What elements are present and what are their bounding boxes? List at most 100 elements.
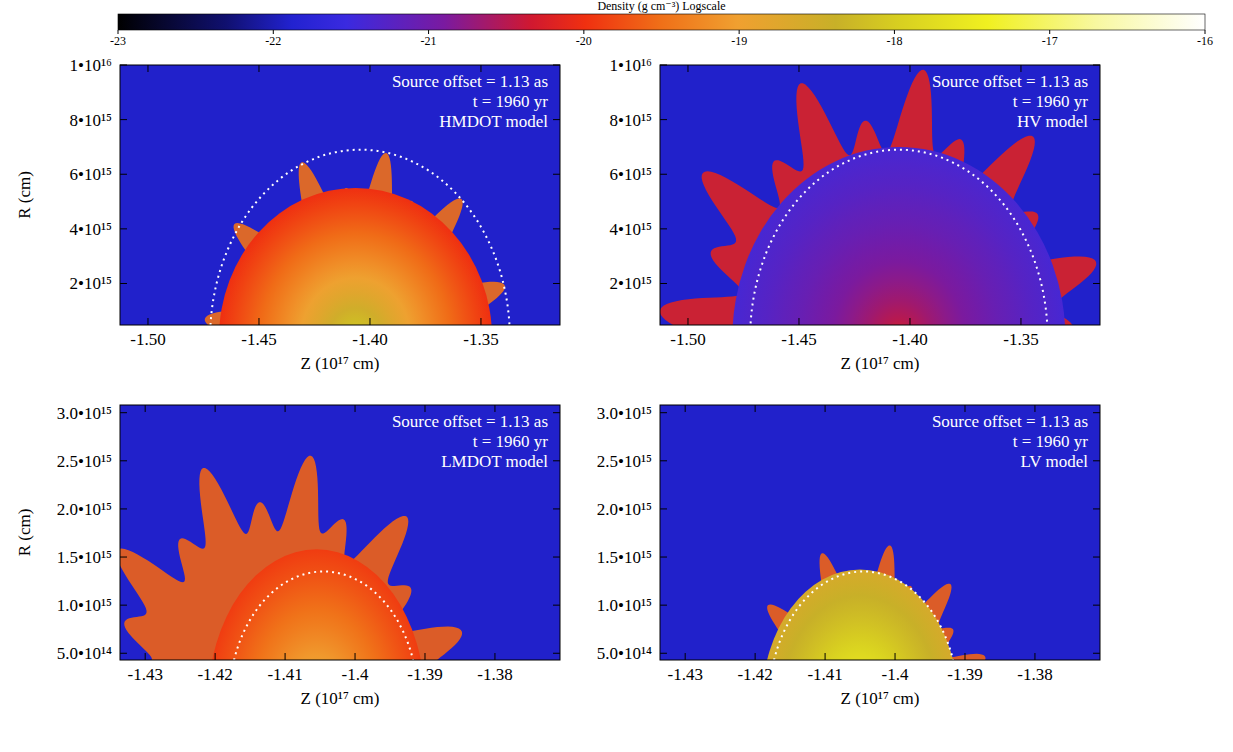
y-tick-label: 6•10¹⁵ bbox=[610, 165, 653, 184]
x-tick bbox=[964, 653, 965, 660]
x-tick bbox=[685, 653, 686, 660]
x-tick-label: -1.40 bbox=[892, 330, 927, 349]
x-tick-label: -1.39 bbox=[407, 665, 442, 684]
y-tick-label: 1•10¹⁶ bbox=[610, 56, 653, 75]
y-tick bbox=[660, 228, 667, 229]
y-tick bbox=[120, 605, 127, 606]
y-tick bbox=[660, 65, 667, 66]
x-tick bbox=[285, 653, 286, 660]
x-tick bbox=[424, 653, 425, 660]
x-axis-title: Z (10¹⁷ cm) bbox=[841, 689, 920, 708]
y-tick bbox=[660, 653, 667, 654]
colorbar-tick-label: -19 bbox=[731, 34, 747, 48]
annotation: t = 1960 yr bbox=[473, 432, 549, 451]
x-tick bbox=[147, 318, 148, 325]
x-tick-label: -1.45 bbox=[241, 330, 276, 349]
y-tick bbox=[1093, 228, 1100, 229]
x-tick-label: -1.41 bbox=[267, 665, 302, 684]
y-tick-label: 3.0•10¹⁵ bbox=[57, 404, 112, 423]
y-tick bbox=[1093, 174, 1100, 175]
y-tick-label: 2.5•10¹⁵ bbox=[597, 452, 652, 471]
x-tick bbox=[215, 653, 216, 660]
y-tick bbox=[660, 174, 667, 175]
x-tick-label: -1.50 bbox=[130, 330, 165, 349]
y-axis-title: R (cm) bbox=[15, 509, 34, 557]
annotation: Source offset = 1.13 as bbox=[932, 72, 1088, 91]
y-tick bbox=[120, 460, 127, 461]
y-tick bbox=[553, 65, 560, 66]
y-tick bbox=[1093, 557, 1100, 558]
annotation: LMDOT model bbox=[441, 452, 548, 471]
x-tick bbox=[909, 65, 910, 72]
x-axis-title: Z (10¹⁷ cm) bbox=[301, 354, 380, 373]
x-tick-label: -1.43 bbox=[667, 665, 702, 684]
density-map bbox=[660, 65, 1100, 325]
y-tick-label: 1.5•10¹⁵ bbox=[57, 548, 112, 567]
core bbox=[208, 549, 425, 660]
y-tick-label: 2.0•10¹⁵ bbox=[597, 500, 652, 519]
x-tick-label: -1.42 bbox=[197, 665, 232, 684]
x-axis-title: Z (10¹⁷ cm) bbox=[841, 354, 920, 373]
x-tick-label: -1.35 bbox=[1003, 330, 1038, 349]
y-tick-label: 6•10¹⁵ bbox=[70, 165, 113, 184]
y-tick-label: 2•10¹⁵ bbox=[610, 274, 653, 293]
y-tick bbox=[120, 508, 127, 509]
y-tick bbox=[1093, 412, 1100, 413]
y-tick bbox=[553, 283, 560, 284]
x-tick-label: -1.38 bbox=[477, 665, 512, 684]
reference-circle bbox=[210, 150, 510, 325]
x-tick-label: -1.45 bbox=[781, 330, 816, 349]
y-tick bbox=[553, 460, 560, 461]
y-tick bbox=[1093, 653, 1100, 654]
x-tick bbox=[755, 653, 756, 660]
y-tick bbox=[660, 412, 667, 413]
density-map bbox=[660, 405, 1100, 660]
x-tick bbox=[1020, 65, 1021, 72]
y-tick bbox=[660, 605, 667, 606]
reference-circle bbox=[229, 571, 418, 660]
annotation: Source offset = 1.13 as bbox=[392, 412, 548, 431]
x-tick-label: -1.40 bbox=[352, 330, 387, 349]
x-tick bbox=[480, 318, 481, 325]
y-tick bbox=[553, 119, 560, 120]
annotation: HV model bbox=[1017, 112, 1088, 131]
y-tick-label: 3.0•10¹⁵ bbox=[597, 404, 652, 423]
y-tick bbox=[120, 557, 127, 558]
annotation: t = 1960 yr bbox=[1013, 92, 1089, 111]
x-tick bbox=[258, 65, 259, 72]
x-tick bbox=[355, 653, 356, 660]
y-tick-label: 2•10¹⁵ bbox=[70, 274, 113, 293]
x-tick bbox=[825, 405, 826, 412]
y-tick bbox=[553, 605, 560, 606]
x-tick bbox=[798, 318, 799, 325]
y-tick-label: 8•10¹⁵ bbox=[610, 111, 653, 130]
annotation: t = 1960 yr bbox=[473, 92, 549, 111]
x-axis-title: Z (10¹⁷ cm) bbox=[301, 689, 380, 708]
core bbox=[762, 570, 958, 660]
x-tick-label: -1.4 bbox=[342, 665, 369, 684]
x-tick-label: -1.42 bbox=[737, 665, 772, 684]
frame bbox=[120, 405, 560, 660]
x-tick bbox=[1034, 653, 1035, 660]
y-tick bbox=[120, 174, 127, 175]
x-tick-label: -1.50 bbox=[670, 330, 705, 349]
x-tick-label: -1.35 bbox=[463, 330, 498, 349]
y-tick bbox=[120, 412, 127, 413]
x-tick-label: -1.43 bbox=[127, 665, 162, 684]
x-tick bbox=[895, 405, 896, 412]
y-tick-label: 2.5•10¹⁵ bbox=[57, 452, 112, 471]
x-tick bbox=[909, 318, 910, 325]
x-tick bbox=[258, 318, 259, 325]
x-tick bbox=[964, 405, 965, 412]
x-tick bbox=[480, 65, 481, 72]
x-tick bbox=[145, 405, 146, 412]
x-tick bbox=[285, 405, 286, 412]
x-tick bbox=[215, 405, 216, 412]
x-tick bbox=[145, 653, 146, 660]
density-map bbox=[120, 65, 560, 325]
x-tick-label: -1.39 bbox=[947, 665, 982, 684]
x-tick bbox=[494, 405, 495, 412]
x-tick bbox=[755, 405, 756, 412]
core bbox=[732, 147, 1065, 325]
colorbar-tick-label: -18 bbox=[886, 34, 902, 48]
